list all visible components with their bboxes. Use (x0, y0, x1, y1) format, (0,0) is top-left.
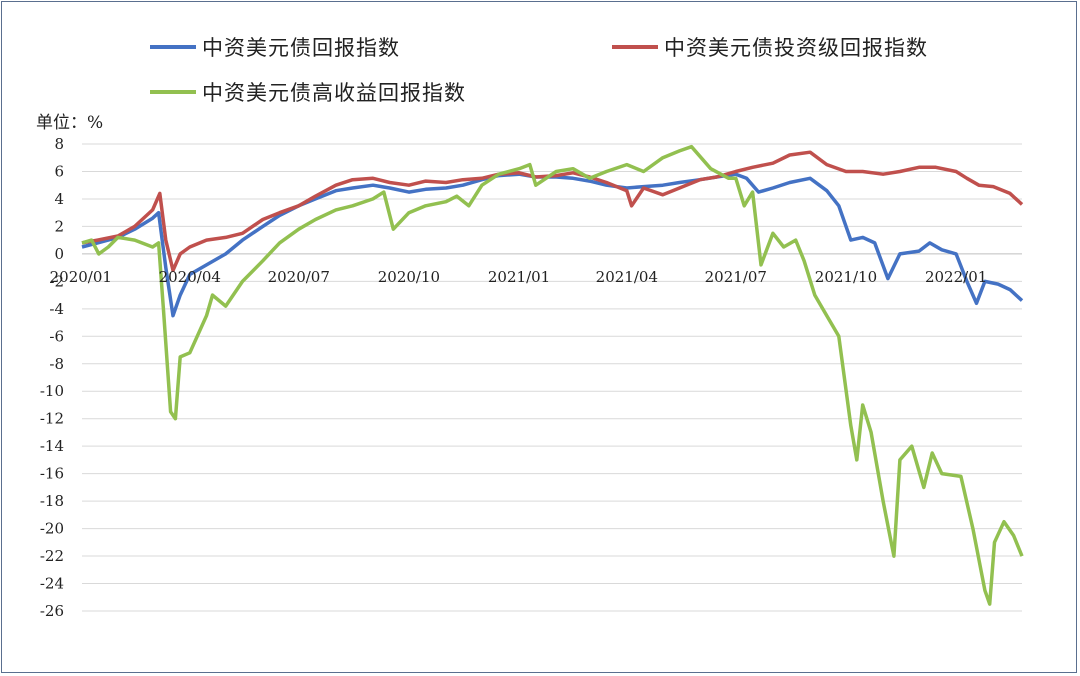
x-tick-label: 2021/01 (488, 268, 550, 286)
legend-label-1: 中资美元债投资级回报指数 (664, 36, 928, 60)
series-line-2 (81, 144, 1024, 606)
y-tick-label: -12 (40, 410, 64, 428)
y-tick-label: -6 (49, 327, 64, 345)
y-tick-label: -2 (49, 272, 64, 290)
legend-label-0: 中资美元债回报指数 (202, 36, 400, 60)
y-tick-label: 2 (54, 217, 64, 235)
unit-label: 单位：% (36, 113, 103, 133)
x-tick-label: 2021/07 (705, 268, 767, 286)
x-tick-label: 2021/04 (596, 268, 658, 286)
y-tick-label: -24 (40, 575, 64, 593)
x-tick-label: 2022/01 (925, 268, 987, 286)
y-tick-label: 4 (54, 190, 64, 208)
series-lines (81, 144, 1024, 606)
x-tick-label: 2020/01 (50, 268, 112, 286)
grid-lines (82, 143, 1022, 612)
y-tick-label: 0 (54, 245, 64, 263)
x-tick-label: 2020/07 (268, 268, 330, 286)
y-tick-label: -4 (49, 300, 64, 318)
x-tick-label: 2020/10 (378, 268, 440, 286)
legend-label-2: 中资美元债高收益回报指数 (202, 81, 466, 105)
y-tick-label: -14 (40, 437, 64, 455)
y-axis-ticks: 8 6 4 2 0 -2 -4 -6 -8 -10 -12 -14 -16 -18 -20 -22 -24 -26 (40, 135, 64, 620)
x-axis-ticks: 2020/01 2020/04 2020/07 2020/10 2021/01 2021/… (50, 268, 988, 286)
series-line-0 (81, 172, 1024, 318)
y-tick-label: -18 (40, 492, 64, 510)
series-line-1 (81, 150, 1024, 273)
y-tick-label: 6 (54, 162, 64, 180)
y-tick-label: 8 (54, 135, 64, 153)
y-tick-label: -20 (40, 520, 64, 538)
x-tick-label: 2020/04 (159, 268, 221, 286)
y-tick-label: -10 (40, 382, 64, 400)
y-tick-label: -8 (49, 355, 64, 373)
y-tick-label: -16 (40, 465, 64, 483)
x-tick-label: 2021/10 (815, 268, 877, 286)
y-tick-label: -26 (40, 602, 64, 620)
legend: 中资美元债回报指数 中资美元债投资级回报指数 中资美元债高收益回报指数 (150, 36, 928, 105)
y-tick-label: -22 (40, 547, 64, 565)
